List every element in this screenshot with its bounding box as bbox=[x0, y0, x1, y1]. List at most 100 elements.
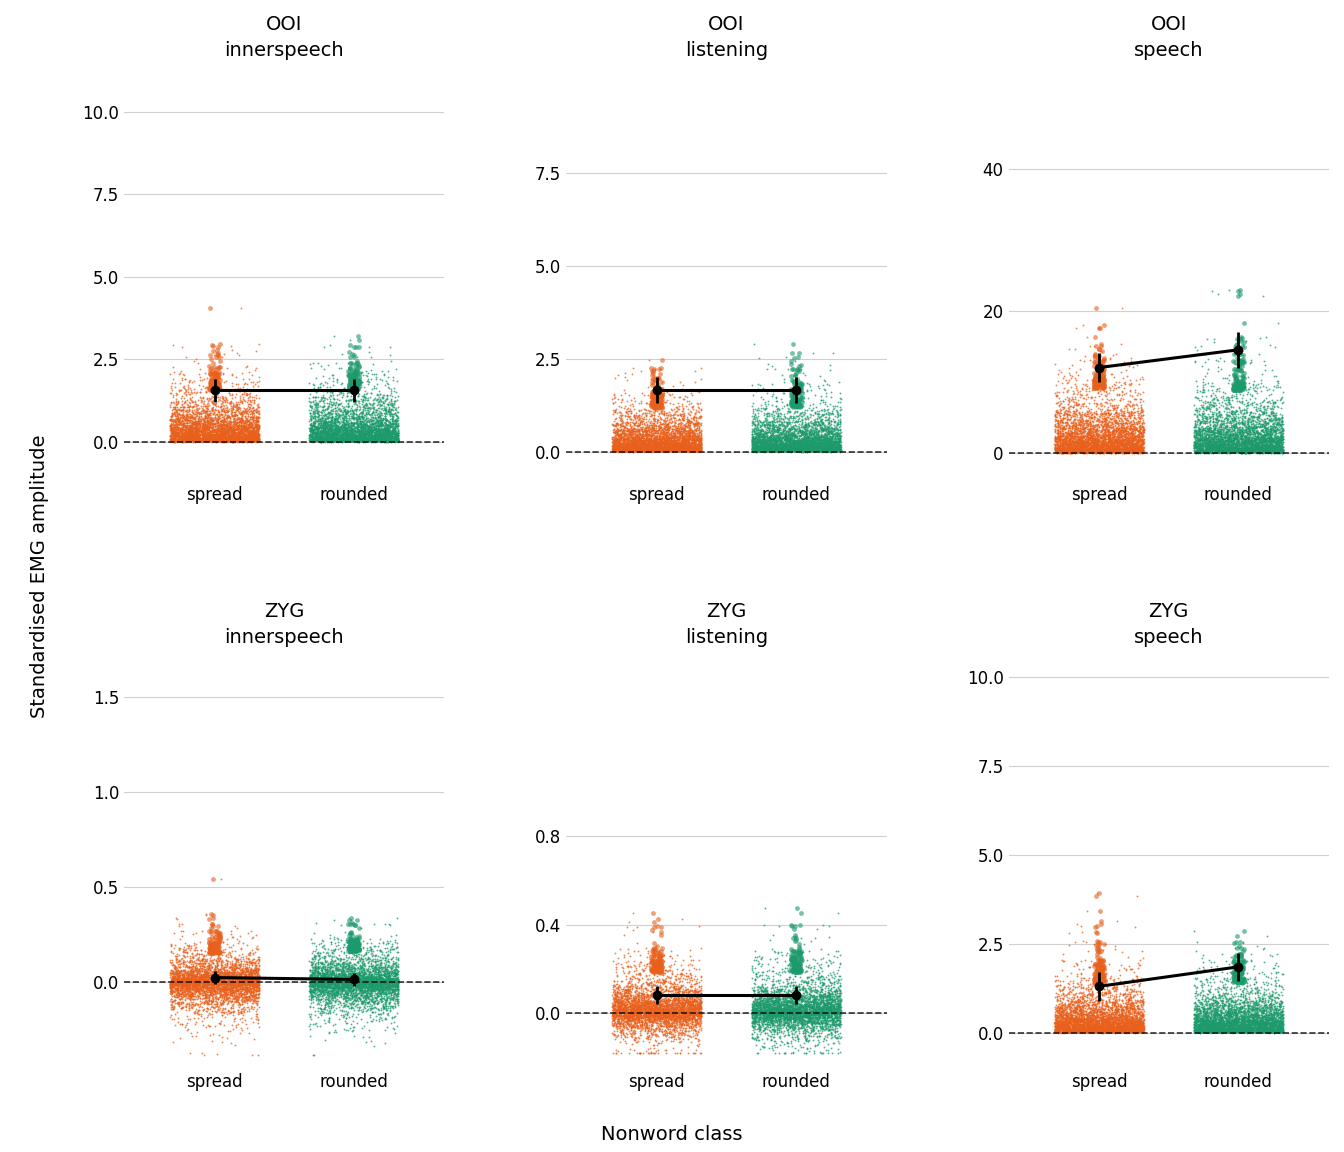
Point bbox=[1111, 1011, 1133, 1030]
Point bbox=[672, 1003, 694, 1022]
Point bbox=[679, 427, 700, 446]
Point bbox=[804, 427, 825, 446]
Point bbox=[1203, 1023, 1224, 1041]
Point bbox=[790, 441, 812, 460]
Point bbox=[1086, 433, 1107, 452]
Point bbox=[673, 434, 695, 453]
Point bbox=[1269, 1023, 1290, 1041]
Point bbox=[241, 964, 262, 983]
Point bbox=[684, 1005, 706, 1023]
Point bbox=[790, 990, 812, 1008]
Point bbox=[1121, 970, 1142, 988]
Point bbox=[1232, 424, 1254, 442]
Point bbox=[230, 979, 251, 998]
Point bbox=[614, 995, 636, 1014]
Point bbox=[1251, 435, 1273, 454]
Point bbox=[640, 1017, 661, 1036]
Point bbox=[245, 429, 266, 447]
Point bbox=[199, 1025, 220, 1044]
Point bbox=[646, 955, 668, 973]
Point bbox=[1086, 410, 1107, 429]
Point bbox=[788, 1007, 809, 1025]
Point bbox=[1206, 434, 1227, 453]
Point bbox=[784, 439, 805, 457]
Point bbox=[1254, 1022, 1275, 1040]
Point bbox=[1226, 438, 1247, 456]
Point bbox=[1050, 1015, 1071, 1033]
Point bbox=[1073, 442, 1094, 461]
Point bbox=[638, 1005, 660, 1023]
Point bbox=[347, 372, 368, 391]
Point bbox=[812, 988, 833, 1007]
Point bbox=[349, 431, 371, 449]
Point bbox=[1269, 437, 1290, 455]
Point bbox=[652, 958, 673, 977]
Point bbox=[1183, 922, 1204, 940]
Point bbox=[773, 410, 794, 429]
Point bbox=[633, 400, 655, 418]
Point bbox=[359, 982, 380, 1000]
Point bbox=[1090, 1023, 1111, 1041]
Point bbox=[1241, 440, 1262, 458]
Point bbox=[763, 1007, 785, 1025]
Point bbox=[384, 425, 406, 444]
Point bbox=[1202, 442, 1223, 461]
Point bbox=[1094, 316, 1116, 334]
Point bbox=[206, 972, 227, 991]
Point bbox=[745, 999, 766, 1017]
Point bbox=[765, 991, 786, 1009]
Point bbox=[172, 426, 194, 445]
Point bbox=[239, 963, 261, 982]
Point bbox=[319, 417, 340, 435]
Point bbox=[1085, 408, 1106, 426]
Point bbox=[1215, 990, 1236, 1008]
Point bbox=[163, 998, 184, 1016]
Point bbox=[1078, 429, 1099, 447]
Point bbox=[230, 431, 251, 449]
Point bbox=[196, 389, 218, 408]
Point bbox=[374, 960, 395, 978]
Point bbox=[1239, 389, 1261, 408]
Point bbox=[630, 1025, 652, 1044]
Point bbox=[344, 361, 366, 379]
Point bbox=[636, 1024, 657, 1043]
Point bbox=[219, 426, 241, 445]
Point bbox=[775, 1005, 797, 1023]
Point bbox=[358, 426, 379, 445]
Point bbox=[1074, 1020, 1095, 1038]
Point bbox=[616, 982, 637, 1000]
Point bbox=[663, 406, 684, 424]
Point bbox=[185, 979, 207, 998]
Point bbox=[310, 960, 332, 978]
Point bbox=[1230, 1023, 1251, 1041]
Point bbox=[1110, 1003, 1132, 1022]
Point bbox=[190, 371, 211, 389]
Point bbox=[1187, 1018, 1208, 1037]
Point bbox=[1241, 411, 1262, 430]
Point bbox=[1228, 427, 1250, 446]
Point bbox=[1109, 433, 1130, 452]
Point bbox=[168, 432, 190, 450]
Point bbox=[806, 426, 828, 445]
Point bbox=[160, 410, 181, 429]
Point bbox=[763, 437, 785, 455]
Point bbox=[673, 438, 695, 456]
Point bbox=[177, 975, 199, 993]
Point bbox=[180, 424, 202, 442]
Point bbox=[1116, 441, 1137, 460]
Point bbox=[211, 418, 233, 437]
Point bbox=[375, 430, 396, 448]
Point bbox=[1195, 427, 1216, 446]
Point bbox=[363, 432, 384, 450]
Point bbox=[813, 439, 835, 457]
Point bbox=[199, 427, 220, 446]
Point bbox=[301, 948, 323, 967]
Point bbox=[212, 388, 234, 407]
Point bbox=[1075, 994, 1097, 1013]
Point bbox=[387, 432, 409, 450]
Point bbox=[1265, 433, 1286, 452]
Point bbox=[664, 1017, 685, 1036]
Point bbox=[246, 965, 267, 984]
Point bbox=[333, 970, 355, 988]
Point bbox=[665, 434, 687, 453]
